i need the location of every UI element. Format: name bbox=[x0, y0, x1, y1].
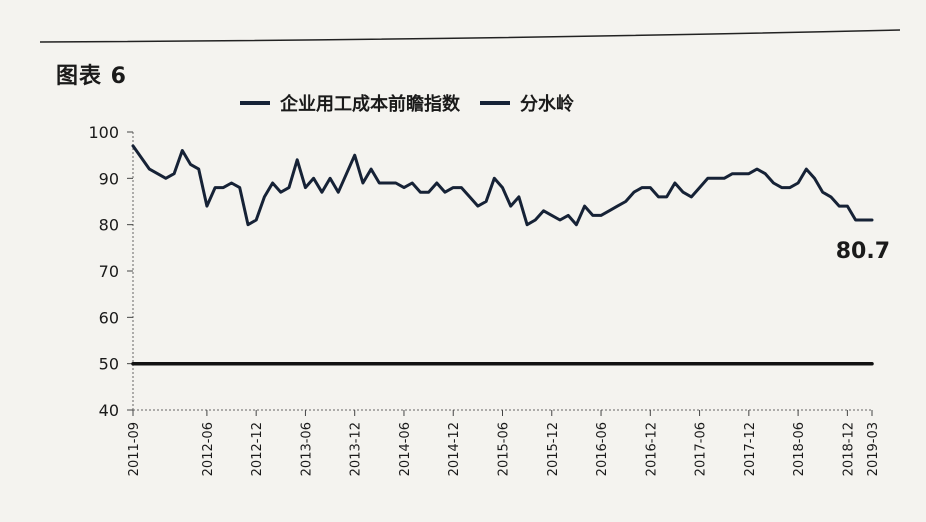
x-tick-label: 2018-06 bbox=[792, 422, 807, 476]
x-tick-label: 2013-06 bbox=[299, 422, 314, 476]
annotation-latest-value: 80.7 bbox=[836, 239, 890, 264]
legend-swatch-cost-index bbox=[240, 101, 270, 105]
top-rule bbox=[39, 29, 901, 43]
legend-item-watershed: 分水岭 bbox=[480, 90, 574, 116]
legend-label-watershed: 分水岭 bbox=[520, 94, 574, 115]
x-tick-label: 2016-06 bbox=[595, 422, 610, 476]
y-tick-label: 40 bbox=[99, 401, 119, 420]
series-line-cost-index bbox=[131, 144, 874, 227]
y-tick-label: 70 bbox=[99, 262, 119, 281]
x-tick-label: 2019-03 bbox=[866, 422, 881, 476]
x-tick-label: 2012-12 bbox=[250, 422, 265, 476]
y-tick-label: 60 bbox=[99, 308, 119, 327]
x-tick-label: 2011-09 bbox=[127, 422, 142, 476]
y-tick-label: 80 bbox=[99, 216, 119, 235]
y-tick-label: 90 bbox=[99, 169, 119, 188]
y-tick-label: 100 bbox=[88, 123, 119, 142]
legend-item-cost-index: 企业用工成本前瞻指数 bbox=[240, 90, 460, 116]
x-tick-label: 2016-12 bbox=[644, 422, 659, 476]
legend-swatch-watershed bbox=[480, 101, 510, 105]
x-tick-label: 2015-12 bbox=[546, 422, 561, 476]
legend: 企业用工成本前瞻指数 分水岭 bbox=[240, 90, 584, 116]
x-tick-label: 2017-12 bbox=[743, 422, 758, 476]
x-tick-label: 2017-06 bbox=[694, 422, 709, 476]
x-tick-label: 2012-06 bbox=[201, 422, 216, 476]
y-tick-label: 50 bbox=[99, 355, 119, 374]
x-tick-label: 2013-12 bbox=[349, 422, 364, 476]
legend-label-cost-index: 企业用工成本前瞻指数 bbox=[280, 94, 460, 115]
x-tick-label: 2014-06 bbox=[398, 422, 413, 476]
x-tick-label: 2018-12 bbox=[841, 422, 856, 476]
x-tick-label: 2015-06 bbox=[497, 422, 512, 476]
figure-label: 图表 6 bbox=[56, 64, 127, 89]
x-tick-label: 2014-12 bbox=[447, 422, 462, 476]
